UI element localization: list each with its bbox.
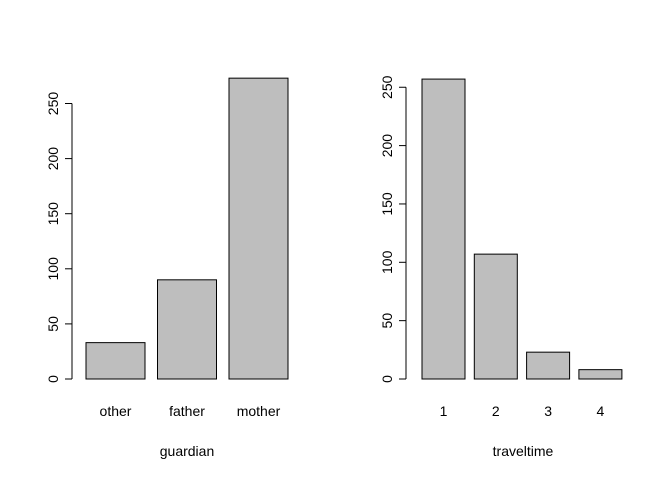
bar-2 bbox=[473, 253, 518, 380]
y-tick-label: 200 bbox=[45, 147, 61, 171]
y-tick-label: 250 bbox=[379, 75, 395, 99]
bar-3 bbox=[526, 351, 571, 380]
x-tick-label: 3 bbox=[544, 403, 552, 419]
x-tick-label: 4 bbox=[597, 403, 605, 419]
bar-mother bbox=[228, 77, 289, 380]
x-tick-label: 1 bbox=[440, 403, 448, 419]
bar-4 bbox=[578, 369, 623, 380]
bar-1 bbox=[421, 78, 466, 380]
y-tick-label: 0 bbox=[379, 375, 395, 383]
x-axis-title: guardian bbox=[160, 443, 215, 459]
traveltime-bar-chart: 1 2 3 4 0 50 100 150 200 250 traveltime bbox=[379, 75, 623, 459]
x-tick-label: other bbox=[100, 403, 132, 419]
y-tick-label: 200 bbox=[379, 134, 395, 158]
x-tick-label: father bbox=[169, 403, 205, 419]
x-tick-label: mother bbox=[237, 403, 281, 419]
y-tick-label: 100 bbox=[379, 250, 395, 274]
y-tick-label: 150 bbox=[45, 202, 61, 226]
y-tick-label: 50 bbox=[379, 313, 395, 329]
guardian-bar-chart: other father mother 0 50 100 150 200 250 guardian bbox=[45, 77, 289, 459]
y-tick-label: 250 bbox=[45, 92, 61, 116]
bar-father bbox=[157, 279, 217, 380]
bar-other bbox=[85, 342, 146, 380]
x-axis-title: traveltime bbox=[493, 443, 554, 459]
y-tick-label: 100 bbox=[45, 257, 61, 281]
y-tick-label: 0 bbox=[45, 375, 61, 383]
y-tick-label: 150 bbox=[379, 192, 395, 216]
x-tick-label: 2 bbox=[492, 403, 500, 419]
y-tick-label: 50 bbox=[45, 316, 61, 332]
